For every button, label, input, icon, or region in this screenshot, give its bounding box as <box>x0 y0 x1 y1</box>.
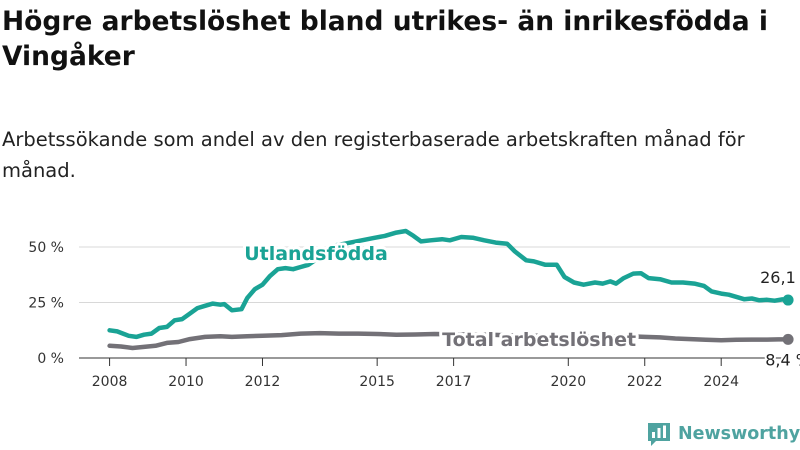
brand-name: Newsworthy <box>678 424 800 444</box>
series-line-1 <box>107 330 791 351</box>
series-line-0 <box>107 228 791 340</box>
x-tick-label: 2022 <box>627 374 663 390</box>
x-tick-label: 2024 <box>703 374 739 390</box>
series-labels: 26,1 % 8,4 % Utlandsfödda Total arbetslöshe… <box>241 240 800 371</box>
y-tick-label: 25 % <box>28 296 64 312</box>
x-tick-label: 2020 <box>550 374 586 390</box>
series-end-marker-1 <box>782 333 794 345</box>
y-axis-tick-labels: 0 % 25 % 50 % <box>28 240 64 367</box>
x-axis: 2008 2010 2012 2015 2017 2020 2022 2024 <box>92 358 739 390</box>
chart-subtitle: Arbetssökande som andel av den registerb… <box>2 128 745 182</box>
series-end-marker-0 <box>782 294 794 306</box>
x-tick-label: 2015 <box>359 374 395 390</box>
y-tick-label: 50 % <box>28 240 64 256</box>
series-lines <box>107 228 794 351</box>
bar-chart-logo-icon <box>648 423 670 446</box>
series-name-label-0: Utlandsfödda <box>244 243 388 265</box>
x-tick-label: 2010 <box>168 374 204 390</box>
chart-title: Högre arbetslöshet bland utrikes- än inr… <box>2 6 768 72</box>
x-tick-label: 2012 <box>245 374 281 390</box>
brand-logo: Newsworthy <box>646 421 800 447</box>
grid-lines <box>79 246 790 359</box>
x-tick-label: 2017 <box>436 374 472 390</box>
series-end-label-1: 8,4 % <box>765 350 800 369</box>
series-name-label-1: Total arbetslöshet <box>442 329 636 351</box>
series-end-label-0: 26,1 % <box>760 268 800 287</box>
x-tick-label: 2008 <box>92 374 128 390</box>
y-tick-label: 0 % <box>37 351 64 367</box>
